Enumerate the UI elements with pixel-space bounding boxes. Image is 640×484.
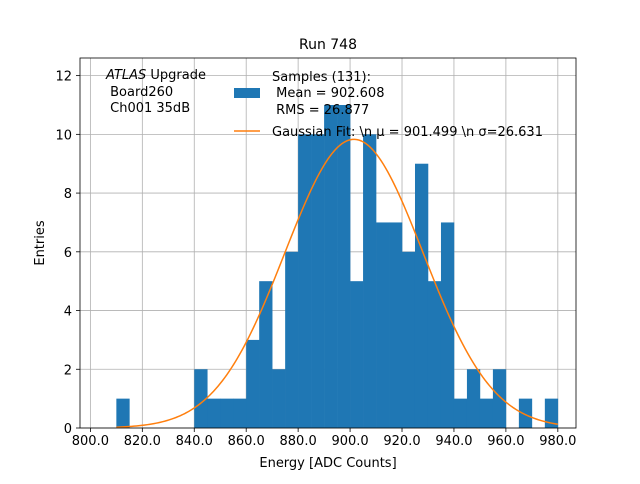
x-tick-label: 860.0 (228, 434, 265, 449)
histogram-bar (440, 222, 455, 428)
histogram-bar (453, 398, 468, 428)
x-tick-label: 800.0 (72, 434, 109, 449)
histogram-bar (220, 398, 234, 428)
y-axis-label: Entries (33, 220, 48, 266)
histogram-bar (466, 369, 481, 428)
histogram-bar (272, 369, 286, 428)
x-tick-label: 960.0 (487, 434, 524, 449)
x-tick-label: 840.0 (176, 434, 213, 449)
y-tick-label: 12 (55, 70, 72, 85)
histogram-bar (376, 222, 390, 428)
x-tick-label: 980.0 (539, 434, 576, 449)
histogram-bar (207, 398, 221, 428)
histogram-bar (402, 251, 416, 428)
histogram-bar (246, 339, 260, 428)
annotation-channel: Ch001 35dB (106, 101, 190, 116)
legend-samples-line-2: Mean = 902.608 (272, 86, 384, 101)
x-axis-ticks: 800.0 820.0 840.0 860.0 880.0 900.0 920.0 940.0… (72, 428, 576, 449)
x-tick-label: 880.0 (280, 434, 317, 449)
histogram-bar (363, 134, 377, 428)
y-tick-label: 2 (64, 363, 72, 378)
annotation-board: Board260 (106, 85, 173, 100)
x-tick-label: 920.0 (383, 434, 420, 449)
histogram-bar (233, 398, 247, 428)
legend-histogram-swatch (234, 88, 260, 98)
histogram-bar (479, 398, 494, 428)
y-tick-label: 6 (64, 246, 72, 261)
legend-samples-line-3: RMS = 26.877 (272, 103, 369, 118)
atlas-italic: ATLAS (105, 68, 146, 83)
histogram-bar (298, 134, 312, 428)
histogram-bar (492, 369, 507, 428)
y-tick-label: 4 (64, 305, 72, 320)
atlas-upgrade: Upgrade (146, 68, 206, 83)
histogram-bar (350, 281, 364, 428)
x-tick-label: 940.0 (435, 434, 472, 449)
chart-title: Run 748 (299, 37, 357, 53)
y-tick-label: 10 (55, 128, 72, 143)
y-axis-ticks: 0 2 4 6 8 10 12 (55, 70, 80, 437)
histogram-bar (427, 281, 442, 428)
plot-frame (79, 57, 577, 429)
atlas-annotation: ATLAS Upgrade Board260 Ch001 35dB (105, 68, 206, 116)
x-tick-label: 820.0 (124, 434, 161, 449)
legend-fit-label: Gaussian Fit: \n μ = 901.499 \n σ=26.631 (272, 125, 543, 140)
histogram-bar (414, 163, 429, 428)
histogram-bar (259, 281, 273, 428)
histogram-bars (116, 104, 559, 428)
legend-samples-line-1: Samples (131): (272, 70, 371, 85)
histogram-bar (518, 398, 533, 428)
legend: Samples (131): Mean = 902.608 RMS = 26.8… (234, 70, 543, 140)
svg-text:ATLAS Upgrade: ATLAS Upgrade (105, 68, 206, 83)
histogram-bar (194, 369, 208, 428)
histogram-bar (324, 104, 338, 428)
gaussian-fit-line (116, 138, 558, 428)
histogram-bar (285, 251, 299, 428)
histogram-bar (311, 134, 325, 428)
y-tick-label: 8 (64, 187, 72, 202)
x-axis-label: Energy [ADC Counts] (259, 456, 396, 471)
histogram-bar (389, 222, 403, 428)
histogram-bar (544, 398, 559, 428)
histogram-bar (337, 104, 351, 428)
y-tick-label: 0 (64, 422, 72, 437)
histogram-bar (116, 398, 130, 428)
x-tick-label: 900.0 (331, 434, 368, 449)
